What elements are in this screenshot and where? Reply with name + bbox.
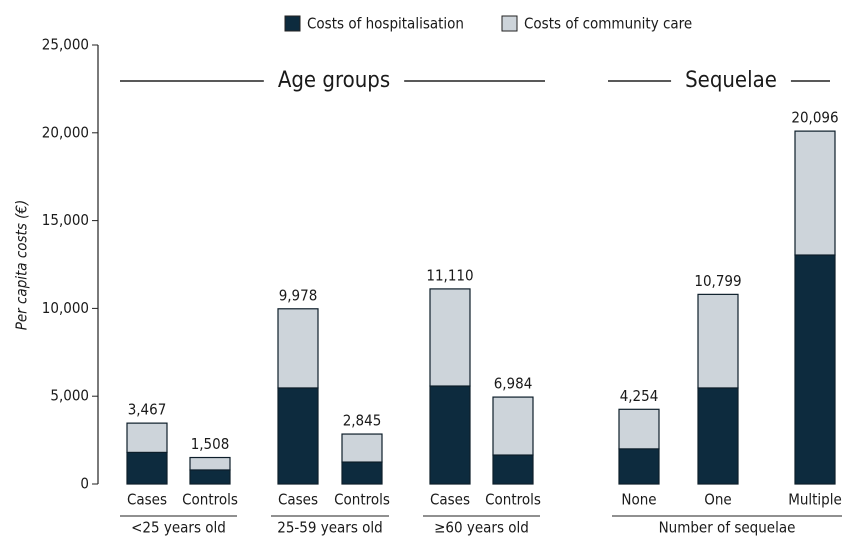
total-label: 9,978 (279, 286, 318, 304)
group-label: <25 years old (131, 519, 226, 536)
y-tick-label: 5,000 (50, 387, 89, 405)
section-title: Age groups (278, 68, 390, 93)
bar-segment (277, 387, 319, 485)
group-label: Number of sequelae (659, 519, 796, 536)
bar-segment (492, 396, 534, 456)
legend-swatch (284, 15, 301, 32)
y-tick-label: 0 (80, 475, 89, 493)
bar-segment (341, 433, 383, 463)
bar-segment (429, 288, 471, 387)
x-tick-label: Controls (485, 491, 541, 509)
bar-segment (794, 254, 836, 485)
bar-segment (341, 461, 383, 485)
bar-segment (277, 308, 319, 389)
x-tick-label: One (704, 491, 731, 509)
bar-segment (618, 448, 660, 485)
x-tick-label: Multiple (788, 491, 842, 509)
bar-segment (189, 456, 231, 471)
group-label: ≥60 years old (434, 519, 529, 536)
legend-label: Costs of hospitalisation (307, 15, 464, 33)
y-tick-label: 20,000 (42, 123, 89, 141)
total-label: 4,254 (620, 387, 659, 405)
x-tick-label: Controls (182, 491, 238, 509)
bar-segment (189, 469, 231, 485)
group-label: 25-59 years old (277, 519, 382, 536)
y-tick-label: 10,000 (42, 299, 89, 317)
bar-segment (126, 422, 168, 453)
bar-segment (492, 454, 534, 485)
x-tick-label: Cases (127, 491, 167, 509)
y-axis-label: Per capita costs (€) (13, 200, 31, 331)
bar-segment (794, 130, 836, 256)
x-tick-label: Cases (430, 491, 470, 509)
x-tick-label: Cases (278, 491, 318, 509)
bar-segment (697, 387, 739, 485)
total-label: 20,096 (791, 109, 838, 127)
legend-swatch (501, 15, 518, 32)
total-label: 1,508 (191, 435, 230, 453)
total-label: 2,845 (343, 412, 382, 430)
total-label: 3,467 (128, 401, 167, 419)
x-tick-label: Controls (334, 491, 390, 509)
total-label: 11,110 (426, 266, 473, 284)
bar-segment (429, 385, 471, 485)
bar-segment (697, 293, 739, 389)
bar-segment (618, 408, 660, 450)
legend-label: Costs of community care (524, 15, 692, 33)
total-label: 6,984 (494, 375, 533, 393)
section-title: Sequelae (685, 68, 777, 93)
bar-segment (126, 451, 168, 485)
y-tick-label: 15,000 (42, 211, 89, 229)
x-tick-label: None (621, 491, 656, 509)
total-label: 10,799 (694, 272, 741, 290)
y-tick-label: 25,000 (42, 36, 89, 54)
